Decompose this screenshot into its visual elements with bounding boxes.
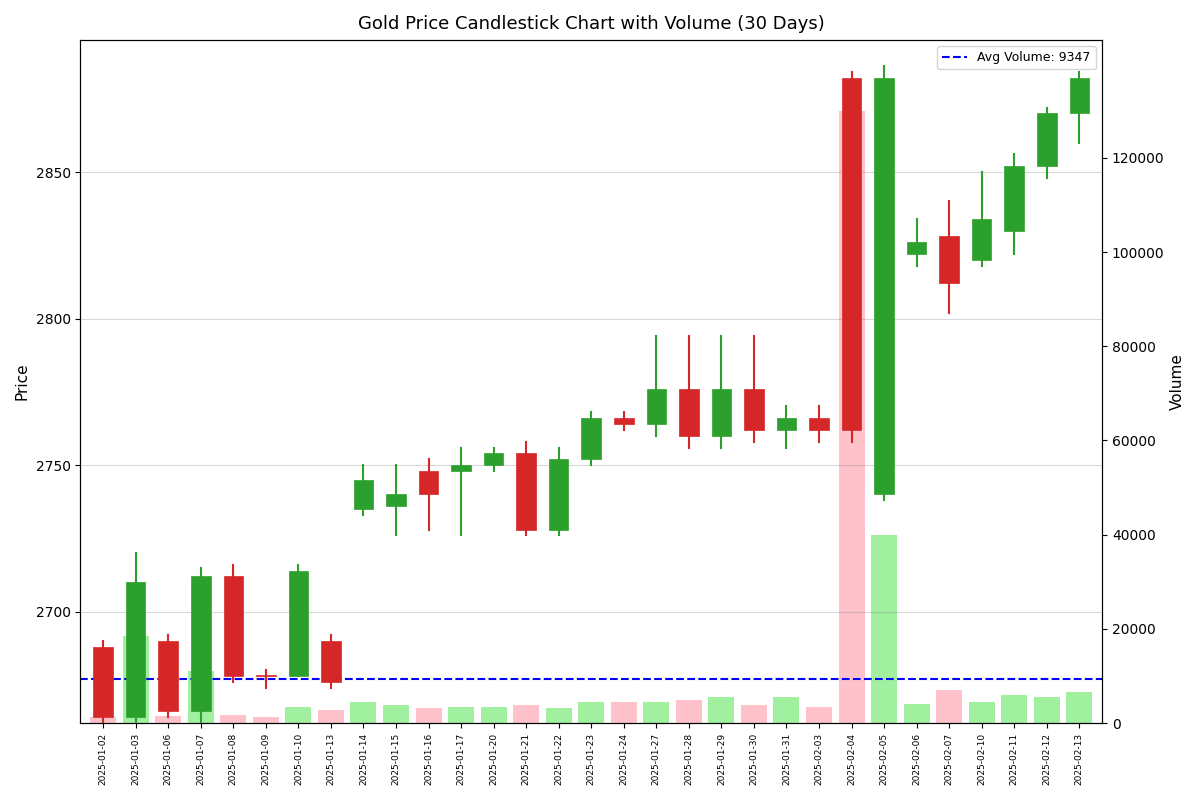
Bar	[744, 389, 763, 430]
Bar	[809, 418, 829, 430]
Bar	[871, 534, 898, 723]
Bar	[221, 714, 246, 723]
Bar	[484, 454, 503, 465]
Bar	[940, 237, 959, 283]
Bar	[1069, 78, 1090, 114]
Bar	[256, 674, 276, 676]
Bar	[548, 459, 569, 530]
Bar	[806, 706, 832, 723]
Bar	[1067, 693, 1092, 723]
Bar	[155, 716, 181, 723]
Bar	[126, 582, 145, 717]
Y-axis label: Price: Price	[14, 362, 30, 400]
Bar	[187, 671, 214, 723]
Bar	[875, 78, 894, 494]
Bar	[611, 702, 637, 723]
Bar	[158, 641, 178, 711]
Bar	[354, 480, 373, 509]
Bar	[90, 718, 116, 723]
Bar	[514, 705, 539, 723]
Bar	[708, 697, 734, 723]
Bar	[643, 702, 670, 723]
Bar	[679, 389, 698, 436]
Bar	[415, 708, 442, 723]
Bar	[481, 706, 506, 723]
Y-axis label: Volume: Volume	[1170, 353, 1186, 410]
Bar	[582, 418, 601, 459]
Bar	[1033, 697, 1060, 723]
Bar	[322, 641, 341, 682]
Bar	[936, 690, 962, 723]
Bar	[419, 471, 438, 494]
Bar	[94, 647, 113, 717]
Bar	[712, 389, 731, 436]
Bar	[1001, 694, 1027, 723]
Bar	[578, 702, 605, 723]
Legend: Avg Volume: 9347: Avg Volume: 9347	[937, 46, 1096, 70]
Bar	[968, 702, 995, 723]
Bar	[904, 704, 930, 723]
Bar	[907, 242, 926, 254]
Bar	[253, 718, 278, 723]
Bar	[972, 219, 991, 260]
Bar	[740, 705, 767, 723]
Bar	[451, 465, 470, 471]
Bar	[676, 701, 702, 723]
Bar	[318, 710, 344, 723]
Bar	[774, 697, 799, 723]
Bar	[383, 705, 409, 723]
Bar	[546, 708, 571, 723]
Bar	[289, 570, 308, 676]
Bar	[516, 454, 536, 530]
Bar	[776, 418, 797, 430]
Bar	[614, 418, 634, 424]
Bar	[286, 706, 312, 723]
Bar	[191, 577, 210, 711]
Bar	[350, 702, 377, 723]
Bar	[841, 78, 862, 430]
Bar	[647, 389, 666, 424]
Bar	[223, 577, 244, 676]
Bar	[1004, 166, 1024, 230]
Bar	[448, 706, 474, 723]
Bar	[1037, 114, 1056, 166]
Bar	[122, 636, 149, 723]
Title: Gold Price Candlestick Chart with Volume (30 Days): Gold Price Candlestick Chart with Volume…	[358, 15, 824, 33]
Bar	[386, 494, 406, 506]
Bar	[839, 110, 864, 723]
